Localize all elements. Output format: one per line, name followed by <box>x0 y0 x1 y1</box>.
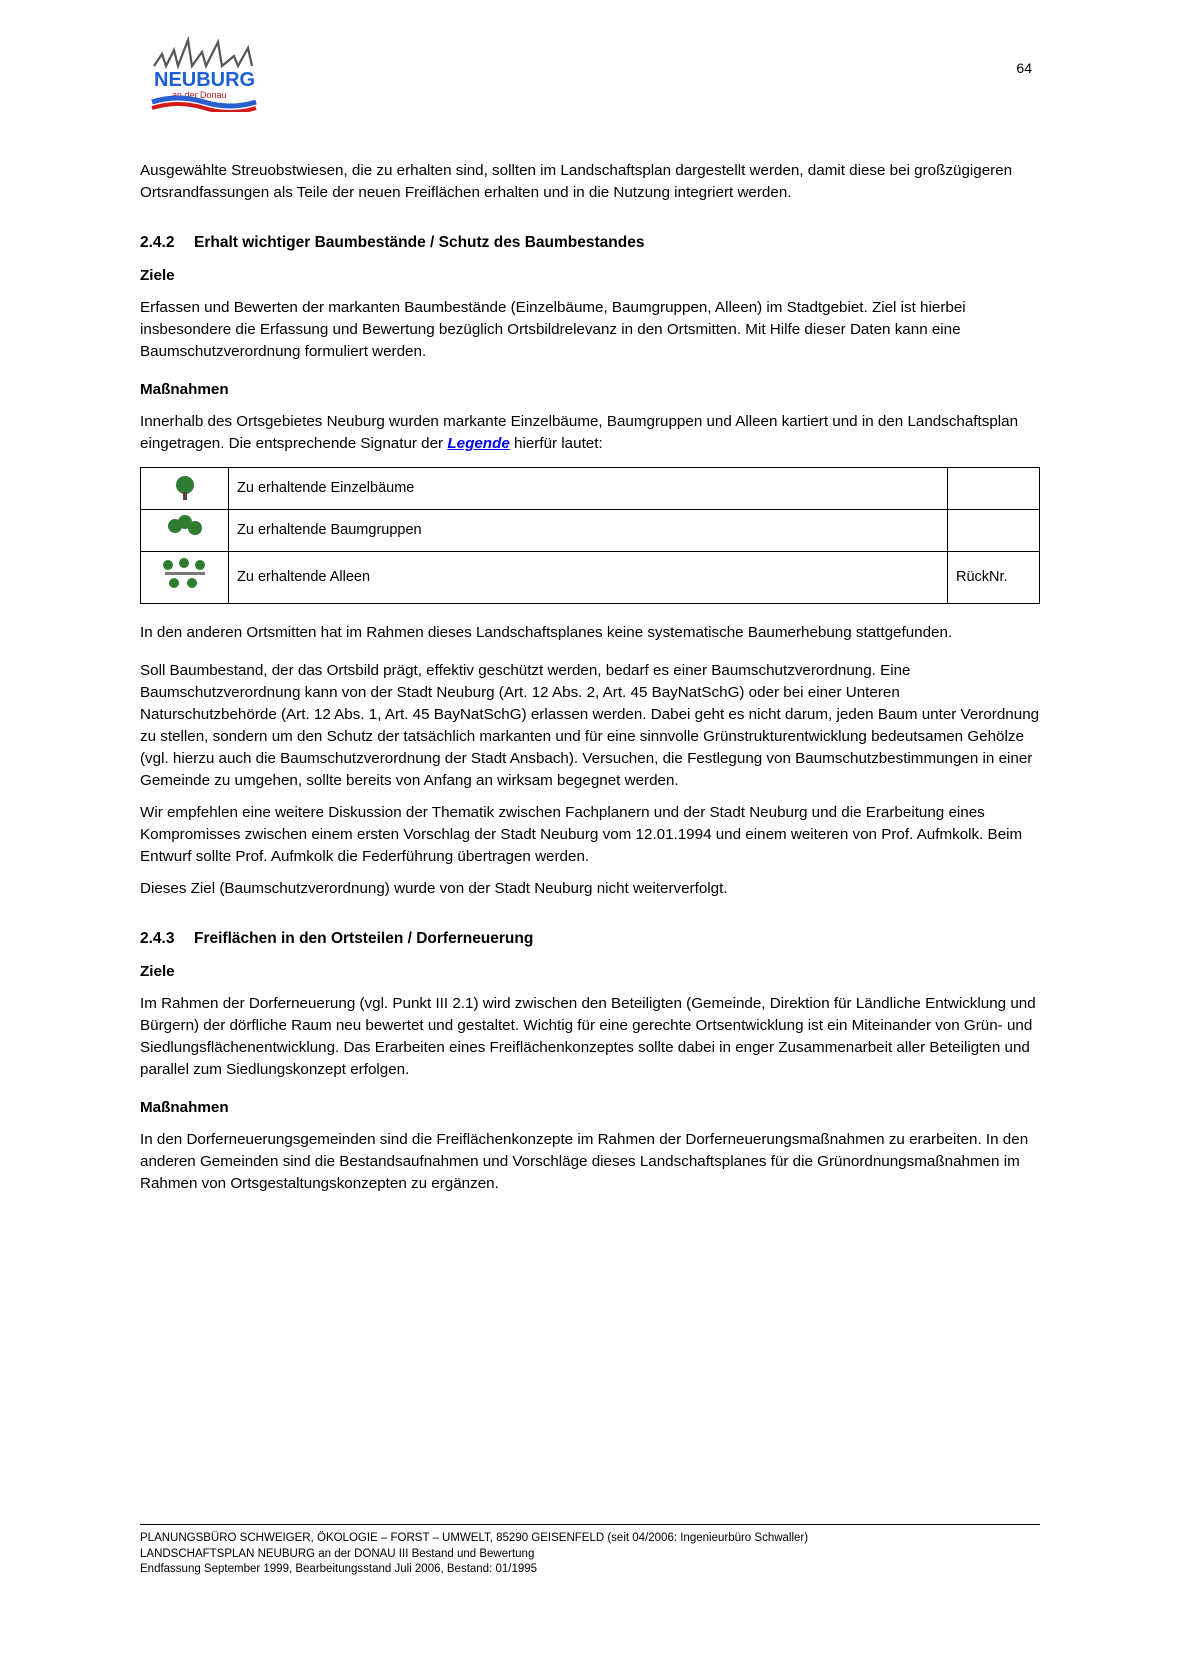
heading-2-4-2: 2.4.2 Erhalt wichtiger Baumbestände / Sc… <box>140 232 1040 254</box>
measures-2-4-3-text: In den Dorferneuerungsgemeinden sind die… <box>140 1129 1040 1195</box>
legend-after-text: hierfür lautet: <box>510 435 603 452</box>
avenue-icon <box>161 556 209 592</box>
desc-cell: Zu erhaltende Baumgruppen <box>229 509 948 551</box>
scope-paragraph: In den anderen Ortsmitten hat im Rahmen … <box>140 622 1040 644</box>
recommend-paragraph: Wir empfehlen eine weitere Diskussion de… <box>140 802 1040 868</box>
rueck-cell <box>948 467 1040 509</box>
legend-intro: Innerhalb des Ortsgebietes Neuburg wurde… <box>140 411 1040 455</box>
measures-label: Maßnahmen <box>140 379 1040 401</box>
rueck-cell: RückNr. <box>948 551 1040 603</box>
footer-line-3: Endfassung September 1999, Bearbeitungss… <box>140 1562 1040 1578</box>
rueck-cell <box>948 509 1040 551</box>
goals-label: Ziele <box>140 265 1040 287</box>
heading-2-4-3: 2.4.3 Freiflächen in den Ortsteilen / Do… <box>140 928 1040 950</box>
intro-paragraph: Ausgewählte Streuobstwiesen, die zu erha… <box>140 160 1040 204</box>
protect-paragraph: Soll Baumbestand, der das Ortsbild prägt… <box>140 660 1040 792</box>
page-number: 64 <box>1016 60 1032 76</box>
desc-cell: Zu erhaltende Einzelbäume <box>229 467 948 509</box>
heading-number: 2.4.3 <box>140 928 184 950</box>
document-body: Ausgewählte Streuobstwiesen, die zu erha… <box>140 160 1040 1195</box>
goals-2-4-2-text: Erfassen und Bewerten der markanten Baum… <box>140 297 1040 363</box>
desc-cell: Zu erhaltende Alleen <box>229 551 948 603</box>
measures-label-2: Maßnahmen <box>140 1097 1040 1119</box>
heading-text: Erhalt wichtiger Baumbestände / Schutz d… <box>194 232 644 254</box>
goals-label-2: Ziele <box>140 961 1040 983</box>
footer-line-2: LANDSCHAFTSPLAN NEUBURG an der DONAU III… <box>140 1547 1040 1563</box>
heading-number: 2.4.2 <box>140 232 184 254</box>
footer-line-1: PLANUNGSBÜRO SCHWEIGER, ÖKOLOGIE – FORST… <box>140 1531 1040 1547</box>
table-row: Zu erhaltende Baumgruppen <box>141 509 1040 551</box>
symbol-cell <box>141 509 229 551</box>
legende-link[interactable]: Legende <box>447 435 509 452</box>
tree-single-icon <box>176 476 194 494</box>
table-row: Zu erhaltende Alleen RückNr. <box>141 551 1040 603</box>
symbol-cell <box>141 551 229 603</box>
heading-text: Freiflächen in den Ortsteilen / Dorferne… <box>194 928 533 950</box>
neuburg-logo: NEUBURG an der Donau <box>148 32 260 112</box>
logo-text-main: NEUBURG <box>154 69 255 91</box>
goals-2-4-3-text: Im Rahmen der Dorferneuerung (vgl. Punkt… <box>140 993 1040 1081</box>
table-row: Zu erhaltende Einzelbäume <box>141 467 1040 509</box>
tree-group-icon <box>168 515 202 539</box>
recommend2-paragraph: Dieses Ziel (Baumschutzverordnung) wurde… <box>140 878 1040 900</box>
legend-table: Zu erhaltende Einzelbäume Zu erhaltende … <box>140 467 1040 604</box>
page-footer: PLANUNGSBÜRO SCHWEIGER, ÖKOLOGIE – FORST… <box>140 1524 1040 1578</box>
symbol-cell <box>141 467 229 509</box>
